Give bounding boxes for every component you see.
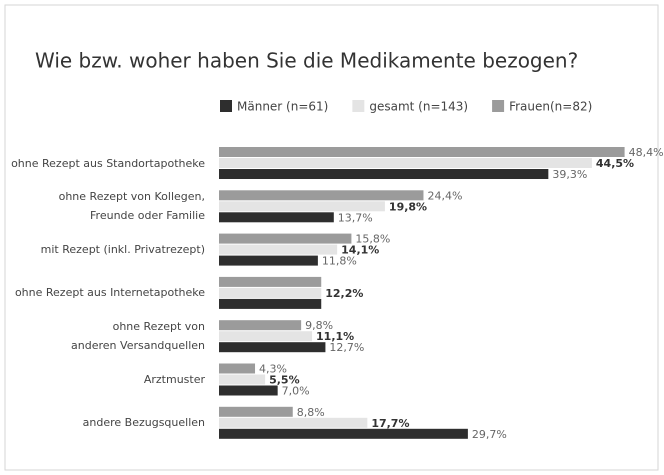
value-label: 11,8% <box>322 255 357 268</box>
chart-title: Wie bzw. woher haben Sie die Medikamente… <box>35 49 578 73</box>
value-label: 48,4% <box>629 146 664 159</box>
bar <box>219 158 592 168</box>
category-label: ohne Rezept von Kollegen, Freunde oder F… <box>58 190 205 223</box>
value-label: 7,0% <box>282 385 310 398</box>
bar <box>219 190 424 201</box>
value-label: 8,8% <box>297 406 325 419</box>
value-label: 14,1% <box>341 244 379 257</box>
value-label: 15,8% <box>355 233 390 246</box>
bar <box>219 342 326 353</box>
category-label: ohne Rezept von anderen Versandquellen <box>71 320 205 353</box>
bar <box>219 287 322 298</box>
legend-label: Frauen(n=82) <box>509 100 592 114</box>
bar <box>219 385 278 396</box>
bar <box>219 233 352 244</box>
bar <box>219 320 302 331</box>
bar <box>219 374 266 385</box>
bar <box>219 276 322 287</box>
value-label: 4,3% <box>259 363 287 376</box>
category-label: ohne Rezept aus Standortapotheke <box>11 156 205 170</box>
value-label: 5,5% <box>269 374 300 387</box>
bar <box>219 212 334 223</box>
bar <box>219 428 468 439</box>
bar <box>219 201 385 212</box>
bar <box>219 147 625 157</box>
bar <box>219 363 256 374</box>
value-label: 9,8% <box>305 319 333 332</box>
bar <box>219 255 318 266</box>
bar <box>219 244 338 255</box>
bar <box>219 417 368 428</box>
bar <box>219 406 293 417</box>
legend-label: Männer (n=61) <box>237 100 328 114</box>
frame <box>4 4 659 471</box>
category-label: mit Rezept (inkl. Privatrezept) <box>40 243 205 257</box>
value-label: 24,4% <box>427 189 462 202</box>
value-label: 12,2% <box>325 287 363 300</box>
category-label: ohne Rezept aus Internetapotheke <box>14 286 205 300</box>
value-label: 13,7% <box>338 211 373 224</box>
legend-swatch <box>352 100 365 112</box>
value-label: 11,1% <box>316 330 354 343</box>
category-label: Arztmuster <box>143 373 205 386</box>
bar <box>219 169 549 179</box>
legend-swatch <box>492 100 505 112</box>
legend-label: gesamt (n=143) <box>369 100 468 114</box>
value-label: 19,8% <box>389 200 427 213</box>
value-label: 39,3% <box>552 168 587 181</box>
legend-swatch <box>220 100 232 112</box>
value-label: 17,7% <box>371 417 409 430</box>
bar <box>219 331 313 342</box>
bar <box>219 298 322 309</box>
value-label: 29,7% <box>472 428 507 441</box>
value-label: 44,5% <box>596 157 634 170</box>
value-label: 12,7% <box>329 341 364 354</box>
category-label: andere Bezugsquellen <box>82 416 205 430</box>
